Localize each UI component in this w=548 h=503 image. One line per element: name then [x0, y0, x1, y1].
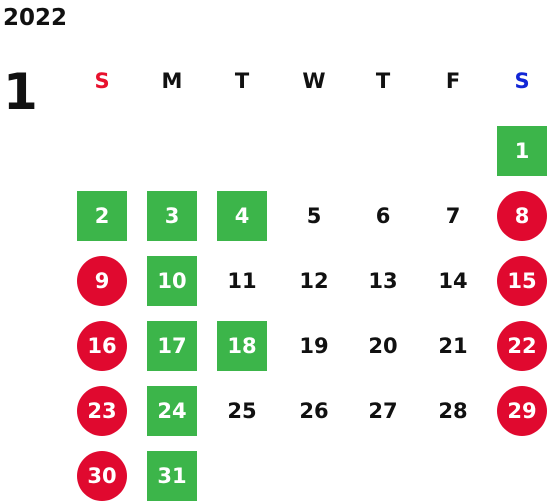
day-cell-27[interactable]: 27 — [368, 399, 398, 423]
day-cell-13[interactable]: 13 — [368, 269, 398, 293]
day-cell-2[interactable]: 2 — [77, 191, 127, 241]
day-cell-17[interactable]: 17 — [147, 321, 197, 371]
day-cell-4[interactable]: 4 — [217, 191, 267, 241]
day-cell-24[interactable]: 24 — [147, 386, 197, 436]
day-cell-7[interactable]: 7 — [445, 204, 461, 228]
day-cell-31[interactable]: 31 — [147, 451, 197, 501]
day-cell-10[interactable]: 10 — [147, 256, 197, 306]
day-cell-8[interactable]: 8 — [497, 191, 547, 241]
day-cell-16[interactable]: 16 — [77, 321, 127, 371]
day-cell-18[interactable]: 18 — [217, 321, 267, 371]
day-cell-25[interactable]: 25 — [227, 399, 257, 423]
day-cell-23[interactable]: 23 — [77, 386, 127, 436]
weekday-3: W — [302, 69, 326, 93]
weekday-1: M — [161, 69, 183, 93]
day-cell-30[interactable]: 30 — [77, 451, 127, 501]
day-cell-28[interactable]: 28 — [438, 399, 468, 423]
weekday-6: S — [514, 69, 530, 93]
day-cell-11[interactable]: 11 — [227, 269, 257, 293]
calendar-month: 1 — [3, 63, 38, 121]
day-cell-1[interactable]: 1 — [497, 126, 547, 176]
day-cell-20[interactable]: 20 — [368, 334, 398, 358]
weekday-2: T — [234, 69, 250, 93]
day-cell-5[interactable]: 5 — [306, 204, 322, 228]
calendar-year: 2022 — [3, 5, 68, 31]
day-cell-9[interactable]: 9 — [77, 256, 127, 306]
day-cell-21[interactable]: 21 — [438, 334, 468, 358]
day-cell-26[interactable]: 26 — [299, 399, 329, 423]
day-cell-15[interactable]: 15 — [497, 256, 547, 306]
day-cell-3[interactable]: 3 — [147, 191, 197, 241]
day-cell-19[interactable]: 19 — [299, 334, 329, 358]
day-cell-29[interactable]: 29 — [497, 386, 547, 436]
day-cell-12[interactable]: 12 — [299, 269, 329, 293]
weekday-5: F — [445, 69, 461, 93]
weekday-0: S — [94, 69, 110, 93]
day-cell-22[interactable]: 22 — [497, 321, 547, 371]
weekday-4: T — [375, 69, 391, 93]
day-cell-14[interactable]: 14 — [438, 269, 468, 293]
day-cell-6[interactable]: 6 — [375, 204, 391, 228]
